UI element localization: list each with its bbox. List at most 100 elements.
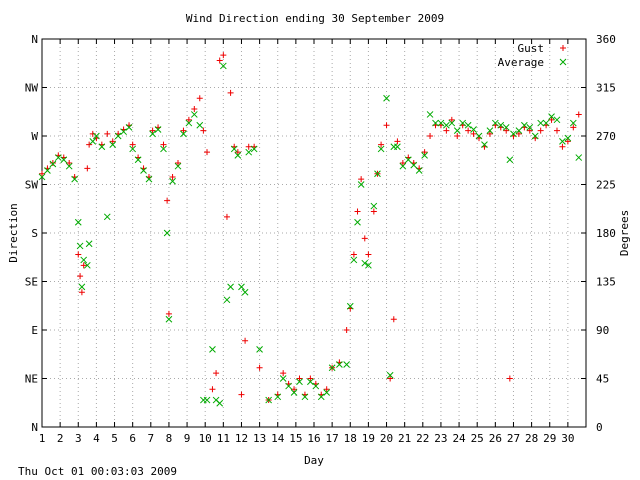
average-point xyxy=(180,130,187,138)
average-point xyxy=(421,152,428,159)
x-tick-label: 15 xyxy=(289,432,302,445)
average-point xyxy=(553,116,561,124)
average-point xyxy=(71,175,78,183)
average-point xyxy=(515,127,523,134)
gust-point xyxy=(185,116,192,123)
gust-point xyxy=(454,133,461,139)
x-tick-label: 5 xyxy=(111,432,118,445)
average-point xyxy=(74,218,82,226)
legend-gust-symbol xyxy=(560,45,566,51)
average-point xyxy=(448,119,456,127)
right-tick-label: 315 xyxy=(596,82,616,95)
gust-point xyxy=(245,143,252,150)
average-point xyxy=(470,126,477,133)
gust-point xyxy=(191,106,198,113)
gust-point xyxy=(80,262,87,269)
x-tick-label: 21 xyxy=(398,432,411,445)
gust-point xyxy=(394,138,401,145)
x-tick-labels: 1 2 3 4 5 6 7 8 9 10 11 12 13 14 15 16 17 18 19 20 21 22 23 24 2… xyxy=(39,432,575,445)
average-point xyxy=(336,361,343,368)
average-point xyxy=(234,152,242,159)
average-point xyxy=(346,302,354,310)
average-point xyxy=(386,371,394,379)
left-tick-label: W xyxy=(31,130,38,143)
average-point xyxy=(160,145,167,153)
average-point xyxy=(531,132,539,140)
gust-point xyxy=(506,375,513,382)
gust-point xyxy=(526,127,533,134)
average-point xyxy=(54,154,62,161)
gust-point xyxy=(160,141,167,148)
gust-point xyxy=(238,391,245,398)
legend-label-average: Average xyxy=(498,56,544,69)
gust-point xyxy=(354,208,361,215)
average-point xyxy=(377,145,385,153)
gust-point xyxy=(49,159,56,166)
x-tick-label: 1 xyxy=(39,432,46,445)
legend-average-symbol xyxy=(559,58,567,66)
gust-point xyxy=(291,386,298,393)
gust-point xyxy=(365,251,372,258)
average-point xyxy=(85,240,93,248)
average-point xyxy=(328,364,336,372)
right-tick-label: 0 xyxy=(596,421,603,434)
gust-point xyxy=(164,197,171,204)
average-point xyxy=(350,256,358,264)
average-point xyxy=(537,119,545,127)
x-tick-label: 4 xyxy=(93,432,100,445)
gust-point xyxy=(169,173,176,180)
average-point xyxy=(93,132,100,140)
average-point xyxy=(154,126,162,133)
average-point xyxy=(80,256,88,264)
average-point xyxy=(542,119,550,127)
average-point xyxy=(114,132,122,140)
average-point xyxy=(44,167,51,174)
gust-point xyxy=(175,159,181,166)
right-tick-label: 225 xyxy=(596,179,616,192)
average-point xyxy=(149,130,156,138)
x-tick-label: 29 xyxy=(543,432,556,445)
x-tick-label: 10 xyxy=(199,432,212,445)
x-tick-label: 13 xyxy=(253,432,266,445)
x-tick-label: 6 xyxy=(129,432,136,445)
gust-point xyxy=(387,375,394,382)
x-tick-label: 28 xyxy=(525,432,538,445)
average-point xyxy=(575,154,583,161)
gust-point xyxy=(443,127,450,134)
average-point xyxy=(265,396,273,404)
right-tick-label: 180 xyxy=(596,227,616,240)
average-point xyxy=(486,127,494,134)
gust-point xyxy=(515,130,522,137)
x-tick-label: 27 xyxy=(507,432,520,445)
average-point xyxy=(437,119,445,127)
gust-point xyxy=(399,159,406,166)
average-point xyxy=(374,170,381,178)
gust-point xyxy=(220,52,227,59)
average-point xyxy=(256,346,263,353)
average-point xyxy=(453,127,461,134)
x-axis-label: Day xyxy=(304,454,324,467)
average-point xyxy=(481,141,488,148)
average-point xyxy=(245,148,253,156)
right-tick-label: 135 xyxy=(596,276,616,289)
average-point xyxy=(125,124,133,131)
gust-point xyxy=(256,364,263,371)
x-tick-label: 23 xyxy=(434,432,447,445)
average-point xyxy=(370,202,378,210)
average-point xyxy=(520,121,528,129)
gust-point xyxy=(343,327,350,333)
average-point xyxy=(163,229,171,237)
footer-timestamp: Thu Oct 01 00:03:03 2009 xyxy=(18,465,177,478)
gust-point xyxy=(323,386,330,393)
average-point xyxy=(60,156,68,164)
gust-point xyxy=(280,370,287,377)
average-point xyxy=(120,128,127,136)
x-tick-label: 26 xyxy=(489,432,502,445)
left-tick-label: SE xyxy=(25,276,38,289)
average-point xyxy=(241,288,249,296)
average-point xyxy=(301,393,309,401)
gust-point xyxy=(165,310,172,317)
average-point xyxy=(365,261,372,269)
average-point xyxy=(394,143,401,151)
left-tick-label: N xyxy=(31,33,38,46)
